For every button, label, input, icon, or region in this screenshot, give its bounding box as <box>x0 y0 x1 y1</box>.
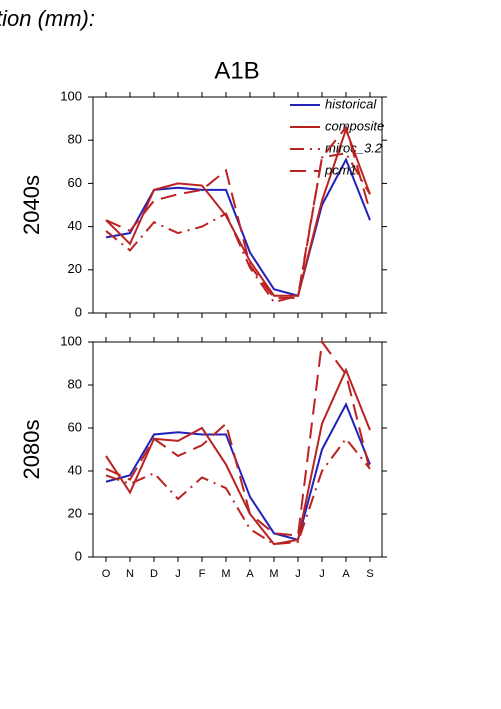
x-tick-label: A <box>342 568 350 580</box>
y-tick-label: 100 <box>60 333 82 348</box>
legend-label: pcm1 <box>324 162 357 177</box>
y-tick-label: 40 <box>68 218 82 233</box>
plot-frame <box>92 341 383 558</box>
y-axis-label: 2040s <box>19 175 44 235</box>
x-tick-label: A <box>246 568 254 580</box>
y-axis-label: 2080s <box>19 420 44 480</box>
data-line <box>105 401 371 542</box>
data-line <box>105 367 371 546</box>
y-tick-label: 60 <box>68 175 82 190</box>
y-tick-label: 100 <box>60 88 82 103</box>
x-tick-label: M <box>269 568 278 580</box>
page-title: tion (mm): <box>0 6 95 31</box>
y-tick-label: 40 <box>68 462 82 477</box>
data-line <box>105 152 371 304</box>
x-tick-label: J <box>319 568 325 580</box>
y-tick-label: 0 <box>75 304 82 319</box>
data-line <box>105 437 371 546</box>
x-tick-label: N <box>126 568 134 580</box>
y-tick-label: 60 <box>68 419 82 434</box>
legend-label: miroc_3.2 <box>325 140 383 155</box>
panel-title: A1B <box>214 57 259 84</box>
y-tick-label: 20 <box>68 261 82 276</box>
x-tick-label: M <box>221 568 230 580</box>
y-tick-label: 80 <box>68 132 82 147</box>
legend-label: composite <box>325 118 384 133</box>
y-tick-label: 20 <box>68 505 82 520</box>
data-line <box>105 125 371 299</box>
plot-frame <box>92 96 383 314</box>
x-tick-label: J <box>295 568 301 580</box>
x-tick-label: O <box>102 568 111 580</box>
legend-label: historical <box>325 96 377 111</box>
x-tick-label: D <box>150 568 158 580</box>
data-line <box>105 157 371 297</box>
y-tick-label: 0 <box>75 548 82 563</box>
y-tick-label: 80 <box>68 376 82 391</box>
x-tick-label: S <box>366 568 373 580</box>
x-tick-label: F <box>199 568 206 580</box>
data-line <box>105 339 371 537</box>
x-tick-label: J <box>175 568 181 580</box>
